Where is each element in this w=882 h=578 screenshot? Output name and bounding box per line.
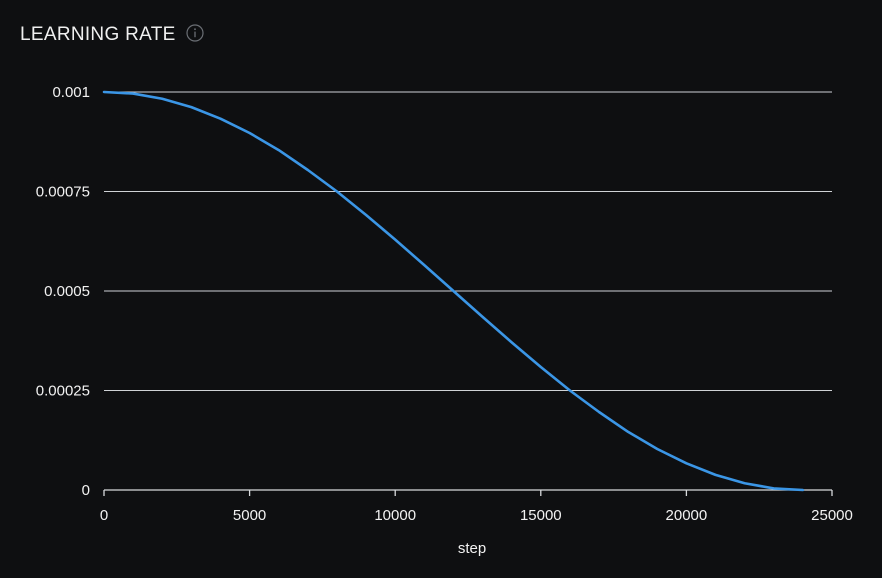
x-tick-label: 0 — [100, 507, 108, 524]
info-icon[interactable] — [185, 24, 204, 42]
x-axis-label: step — [458, 540, 486, 557]
series-line[interactable] — [102, 90, 805, 492]
y-axis-tick-labels: 0 0.00025 0.0005 0.00075 0.001 — [36, 84, 90, 499]
panel-header: LEARNING RATE — [20, 24, 204, 46]
panel-title: LEARNING RATE — [20, 24, 176, 45]
grid-lines — [104, 91, 832, 392]
y-tick-label: 0 — [82, 482, 90, 499]
x-tick-label: 25000 — [811, 507, 853, 524]
x-tick-label: 10000 — [374, 507, 416, 524]
y-tick-label: 0.00075 — [36, 184, 90, 201]
y-tick-label: 0.0005 — [44, 283, 90, 300]
x-tick-label: 15000 — [520, 507, 562, 524]
y-tick-label: 0.001 — [52, 84, 90, 101]
x-tick-label: 5000 — [233, 507, 266, 524]
y-tick-label: 0.00025 — [36, 383, 90, 400]
x-tick-label: 20000 — [666, 507, 708, 524]
x-axis-tick-labels: 0 5000 10000 15000 20000 25000 — [100, 507, 853, 524]
x-axis — [103, 489, 833, 496]
series-layer — [102, 90, 805, 492]
